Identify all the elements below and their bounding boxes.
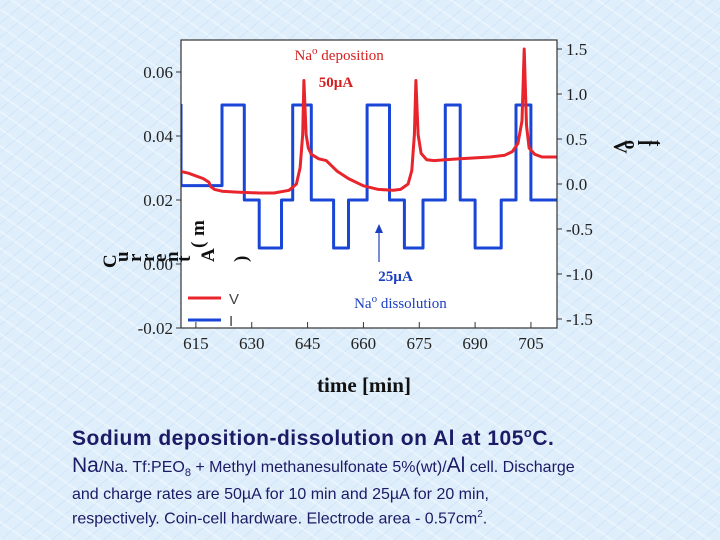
series-line-i xyxy=(181,103,557,250)
caption-cell-description: Na/Na. Tf:PEO8 + Methyl methanesulfonate… xyxy=(72,454,575,480)
x-tick-label: 660 xyxy=(351,334,377,353)
annotation-deposition: Nao deposition xyxy=(295,45,385,64)
annotation-arrow-head xyxy=(375,224,383,233)
y-left-title-fragment: e xyxy=(150,254,171,262)
y-right-title-fragment: l xyxy=(633,140,654,145)
legend-label-v: V xyxy=(229,291,239,308)
x-tick-label: 675 xyxy=(407,334,433,353)
y-left-title-fragment: t xyxy=(174,255,195,262)
series-line-v xyxy=(181,47,557,195)
x-tick-label: 630 xyxy=(239,334,265,353)
y-left-title-fragment: r xyxy=(138,253,159,262)
annotation-50ua: 50µA xyxy=(319,75,354,91)
x-axis-title: time [min] xyxy=(317,373,411,397)
y-right-tick-label: 1.5 xyxy=(566,40,587,59)
x-tick-label: 615 xyxy=(183,334,209,353)
y-left-tick-label: -0.02 xyxy=(138,319,173,338)
legend-label-i: I xyxy=(229,313,233,330)
y-left-title-fragment: A xyxy=(198,248,219,262)
y-right-tick-label: -1.0 xyxy=(566,265,593,284)
y-left-title-fragment: u xyxy=(112,251,133,262)
y-left-title-fragment: C xyxy=(100,254,121,268)
y-right-title-fragment: t xyxy=(644,140,665,147)
y-right-tick-label: -0.5 xyxy=(566,220,593,239)
y-left-tick-label: 0.02 xyxy=(143,191,173,210)
caption-title: Sodium deposition-dissolution on Al at 1… xyxy=(72,425,555,450)
x-tick-label: 645 xyxy=(295,334,321,353)
plot-area xyxy=(181,40,557,328)
y-right-tick-label: -1.5 xyxy=(566,310,593,329)
legend: V I xyxy=(188,291,239,330)
chart: 615 630 645 660 675 690 705 -0.02 0.00 0.02 0.04 0.… xyxy=(100,39,665,397)
y-left-title-fragment: n xyxy=(162,251,183,262)
y-right-title-fragment: V xyxy=(609,140,630,154)
x-tick-label: 705 xyxy=(518,334,544,353)
y-left-tick-label: 0.04 xyxy=(143,127,173,146)
y-right-title-fragment: o xyxy=(620,140,641,150)
y-left-tick-label: 0.00 xyxy=(143,255,173,274)
caption-rates: and charge rates are 50µA for 10 min and… xyxy=(72,486,489,504)
y-left-tick-label: 0.06 xyxy=(143,63,173,82)
y-left-title-fragment: r xyxy=(125,253,146,262)
annotation-25ua: 25µA xyxy=(378,269,413,285)
caption-hardware: respectively. Coin-cell hardware. Electr… xyxy=(72,509,488,528)
annotation-dissolution: Nao dissolution xyxy=(354,293,447,312)
x-tick-label: 690 xyxy=(462,334,488,353)
annotations: Nao deposition 50µA 25µA Nao dissolution xyxy=(295,45,448,312)
y-left-title-fragment: ( xyxy=(188,242,209,248)
y-left-title-fragment: ) xyxy=(231,256,252,262)
y-right-tick-label: 1.0 xyxy=(566,85,587,104)
y-left-title-fragment: m xyxy=(188,220,209,236)
y-right-tick-label: 0.0 xyxy=(566,175,587,194)
y-right-tick-label: 0.5 xyxy=(566,130,587,149)
figure-caption: Sodium deposition-dissolution on Al at 1… xyxy=(72,418,712,530)
